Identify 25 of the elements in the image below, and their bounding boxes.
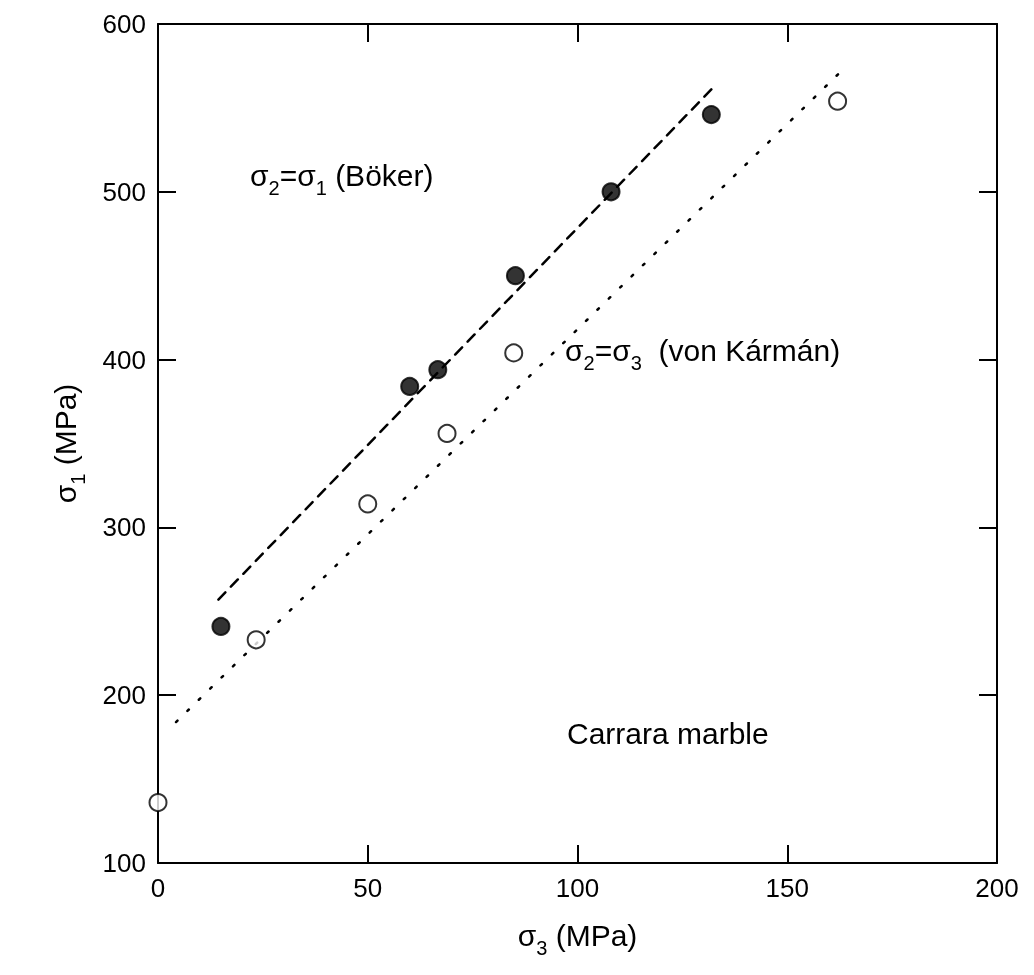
y-tick-label: 600 <box>102 9 146 39</box>
point <box>148 793 168 813</box>
x-tick-label: 0 <box>150 873 166 903</box>
y-tick-label: 400 <box>102 344 146 375</box>
x-tick-label: 50 <box>353 873 383 903</box>
y-axis-title: σ1 (MPa) <box>48 383 89 504</box>
y-tick-label: 200 <box>102 680 146 711</box>
point <box>601 182 621 202</box>
point <box>828 91 848 111</box>
point <box>437 423 457 443</box>
x-tick-label: 200 <box>975 873 1019 903</box>
point <box>701 105 721 125</box>
annotation: Carrara marble <box>567 716 769 750</box>
point <box>400 376 420 396</box>
point <box>211 616 231 636</box>
point <box>358 494 378 514</box>
y-tick-label: 500 <box>102 176 146 207</box>
y-tick-label: 300 <box>102 512 146 543</box>
y-tick-label: 100 <box>102 848 146 878</box>
point <box>246 630 266 650</box>
point <box>504 343 524 363</box>
x-tick-label: 100 <box>555 873 600 903</box>
x-tick-label: 150 <box>765 873 809 903</box>
point <box>505 266 525 286</box>
point <box>428 360 448 380</box>
